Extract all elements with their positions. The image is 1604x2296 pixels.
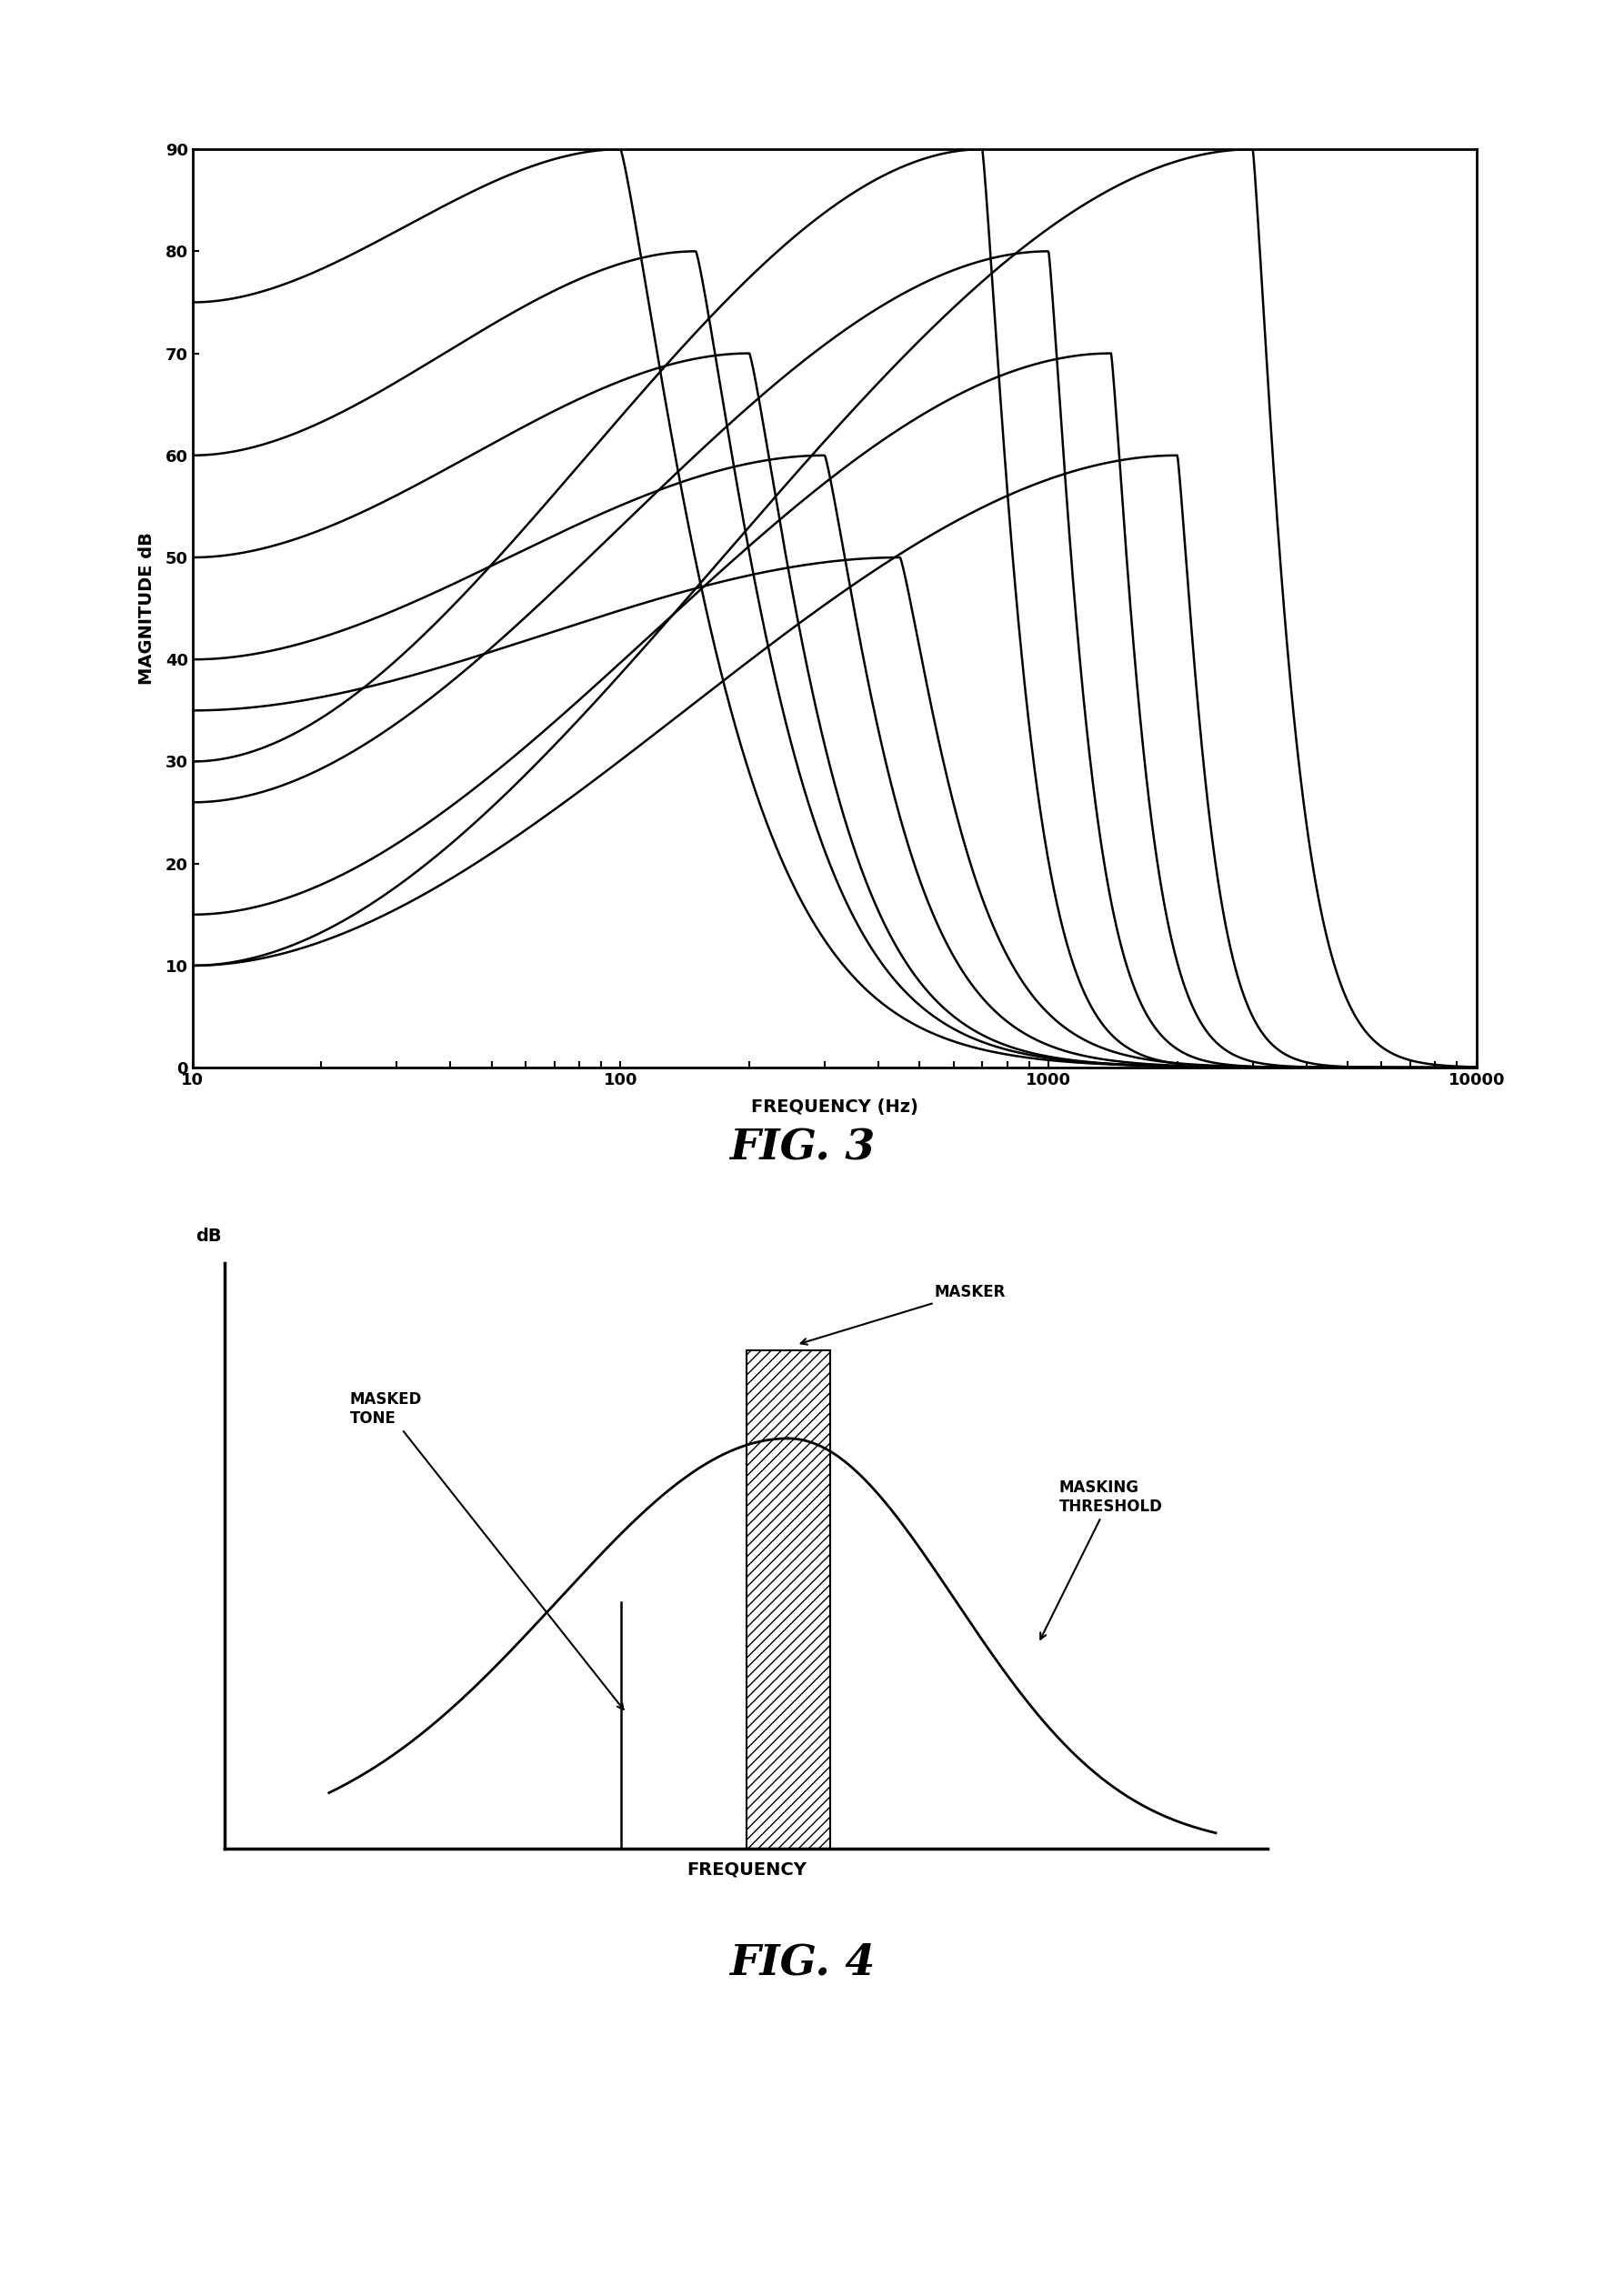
Text: MASKER: MASKER bbox=[800, 1283, 1004, 1345]
Y-axis label: MAGNITUDE dB: MAGNITUDE dB bbox=[138, 533, 156, 684]
X-axis label: FREQUENCY (Hz): FREQUENCY (Hz) bbox=[751, 1097, 917, 1116]
Text: FIG. 3: FIG. 3 bbox=[730, 1127, 874, 1169]
Text: MASKING
THRESHOLD: MASKING THRESHOLD bbox=[1039, 1479, 1163, 1639]
Bar bbox=[746, 1350, 829, 1848]
X-axis label: FREQUENCY: FREQUENCY bbox=[687, 1862, 805, 1878]
Text: FIG. 4: FIG. 4 bbox=[730, 1942, 874, 1984]
Text: MASKED
TONE: MASKED TONE bbox=[350, 1391, 622, 1711]
Text: dB: dB bbox=[196, 1228, 221, 1244]
